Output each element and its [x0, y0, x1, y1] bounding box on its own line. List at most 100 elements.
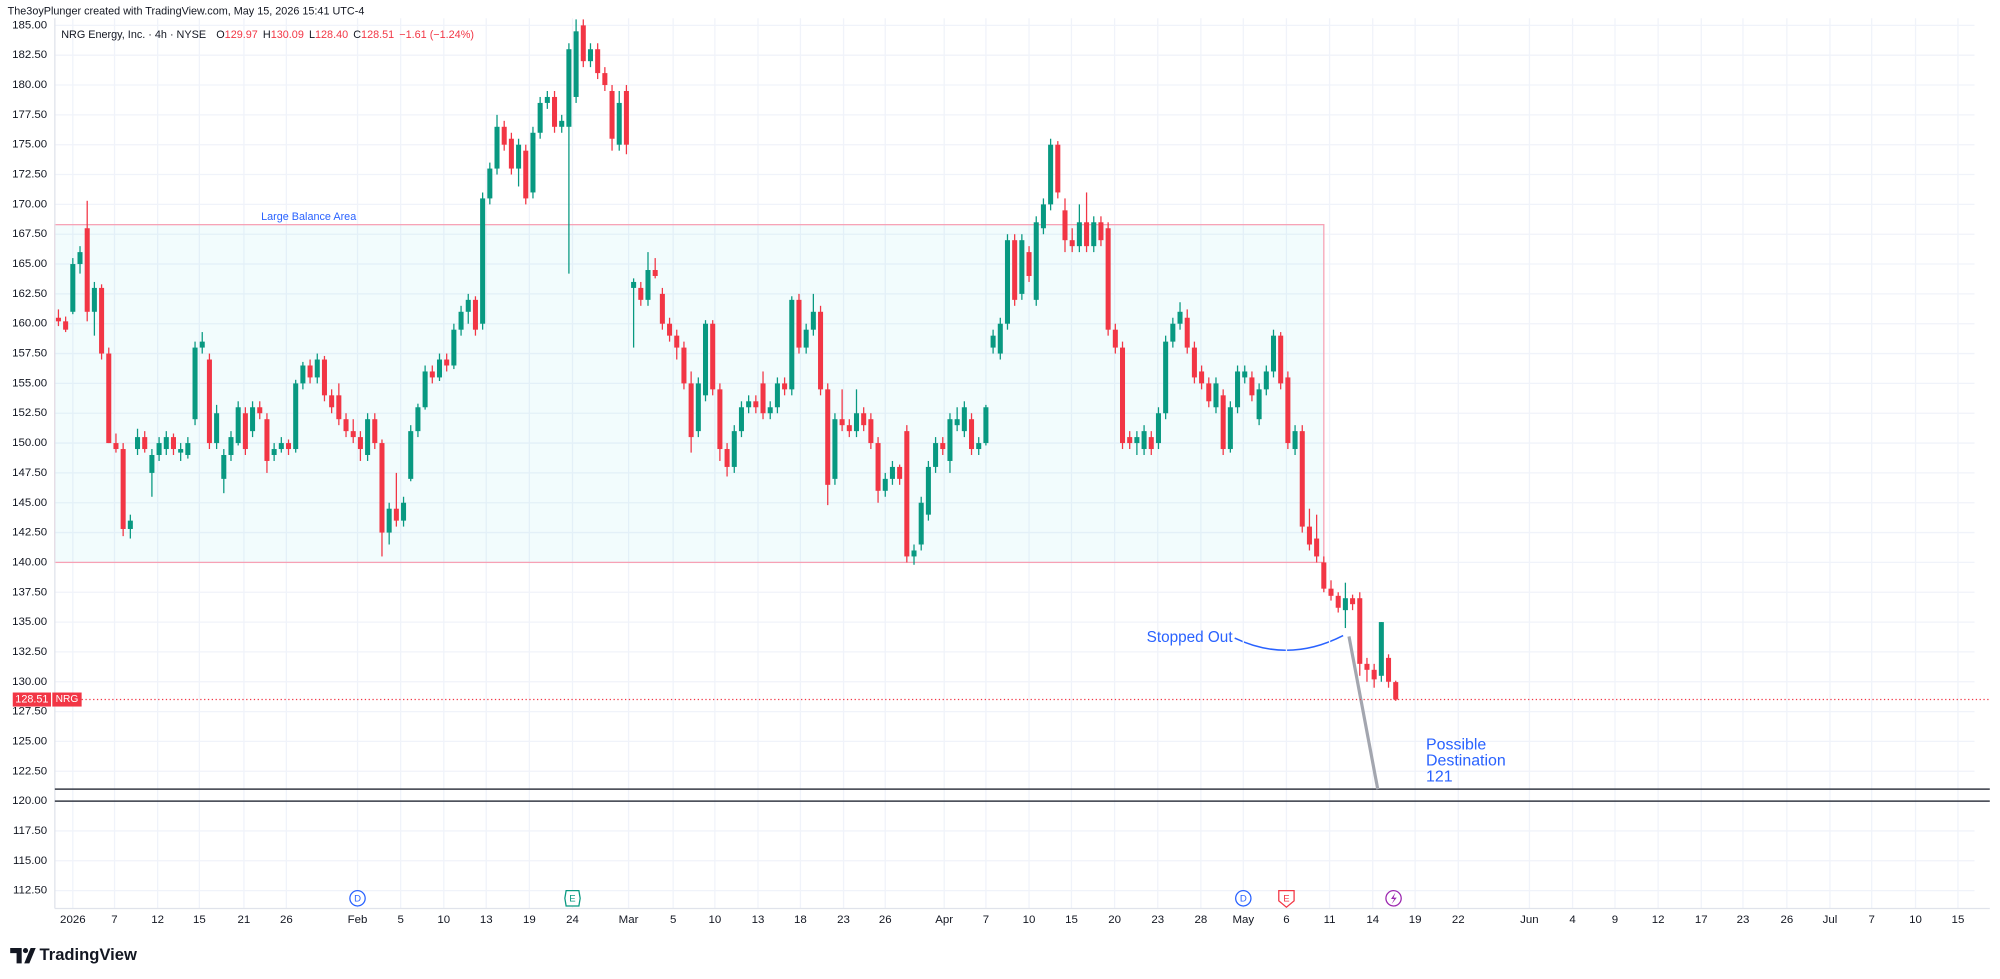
candle-body: [178, 449, 184, 453]
candle-body: [616, 102, 622, 145]
candle-body: [559, 120, 565, 127]
price-tag: [12, 692, 52, 707]
candle-body: [717, 389, 723, 450]
x-tick-label: 10: [708, 914, 721, 926]
candle-body: [63, 321, 69, 330]
candle-body: [659, 293, 665, 324]
candle-body: [91, 287, 97, 312]
y-tick-label: 155.00: [12, 377, 47, 389]
x-tick-label: 28: [1194, 914, 1207, 926]
legend-key: H: [263, 29, 271, 41]
candle-body: [738, 407, 744, 432]
candle-body: [458, 311, 464, 330]
candle-body: [530, 132, 536, 193]
candle-body: [206, 359, 212, 444]
candle-body: [1040, 204, 1046, 229]
candle-body: [357, 437, 363, 450]
candle-body: [803, 329, 809, 348]
y-tick-label: 175.00: [12, 139, 47, 151]
candle-body: [429, 371, 435, 378]
candle-body: [861, 413, 867, 426]
candle-body: [1033, 222, 1039, 300]
candle-body: [1155, 413, 1161, 444]
x-tick-label: 9: [1612, 914, 1618, 926]
y-tick-label: 150.00: [12, 437, 47, 449]
candle-body: [1134, 437, 1140, 444]
brand: TradingView: [40, 945, 137, 964]
candle-body: [710, 323, 716, 390]
legend-change: −1.61 (−1.24%): [399, 29, 474, 41]
candle-body: [444, 359, 450, 366]
candle-body: [918, 502, 924, 545]
ticker-tag: [52, 692, 82, 707]
candle-body: [401, 502, 407, 521]
candle-body: [250, 407, 256, 432]
candle-body: [1184, 317, 1190, 348]
candle-body: [106, 353, 112, 444]
x-tick-label: 20: [1108, 914, 1121, 926]
candle-body: [487, 168, 493, 199]
candle-body: [746, 401, 752, 408]
y-tick-label: 132.50: [12, 646, 47, 658]
candle-body: [1299, 431, 1305, 527]
candle-body: [1048, 144, 1054, 205]
candle-body: [99, 287, 105, 354]
x-tick-label: Jun: [1520, 914, 1539, 926]
candle-body: [314, 359, 320, 378]
x-tick-label: Feb: [348, 914, 368, 926]
candle-body: [760, 383, 766, 414]
candle-body: [990, 335, 996, 348]
candle-body: [1227, 407, 1233, 450]
event-label: D: [354, 893, 361, 904]
candle-body: [1105, 228, 1111, 330]
x-tick-label: 26: [879, 914, 892, 926]
price-tag-value: 128.51: [15, 693, 48, 705]
y-tick-label: 165.00: [12, 258, 47, 270]
candle-body: [1062, 210, 1068, 241]
candle-body: [595, 49, 601, 74]
candle-body: [1055, 144, 1061, 193]
candle-body: [1141, 431, 1147, 450]
candle-body: [451, 329, 457, 366]
candle-body: [1163, 341, 1169, 414]
x-tick-label: 19: [523, 914, 536, 926]
candle-body: [113, 443, 119, 450]
candle-body: [789, 299, 795, 390]
candle-body: [242, 413, 248, 450]
x-tick-label: 21: [238, 914, 251, 926]
candle-body: [997, 323, 1003, 354]
y-tick-label: 117.50: [13, 825, 47, 837]
y-tick-label: 182.50: [12, 49, 47, 61]
candle-body: [825, 389, 831, 485]
candle-body: [969, 419, 975, 450]
candle-body: [127, 520, 133, 529]
event-label: E: [1283, 893, 1289, 904]
candle-body: [638, 287, 644, 300]
candle-body: [501, 126, 507, 145]
candle-body: [70, 264, 76, 312]
legend-symbol: NRG Energy, Inc. · 4h · NYSE: [61, 29, 206, 41]
candle-body: [235, 407, 241, 444]
candle-body: [1213, 383, 1219, 408]
candle-body: [228, 437, 234, 455]
candle-body: [731, 431, 737, 467]
candle-body: [688, 383, 694, 438]
candle-body: [1364, 663, 1370, 670]
candle-body: [135, 437, 141, 450]
stopped-out-label: Stopped Out: [1147, 629, 1234, 646]
candle-body: [408, 431, 414, 479]
candle-body: [681, 347, 687, 384]
candle-body: [343, 419, 349, 432]
candle-body: [480, 198, 486, 324]
candle-body: [379, 443, 385, 533]
candle-body: [1335, 595, 1341, 608]
candle-body: [84, 228, 90, 312]
y-tick-label: 137.50: [12, 586, 47, 598]
candle-body: [1026, 252, 1032, 276]
y-tick-label: 180.00: [12, 79, 47, 91]
x-tick-label: 6: [1283, 914, 1289, 926]
candle-body: [753, 401, 759, 408]
candle-body: [889, 466, 895, 479]
header: The3oyPlunger created with TradingView.c…: [8, 6, 365, 18]
